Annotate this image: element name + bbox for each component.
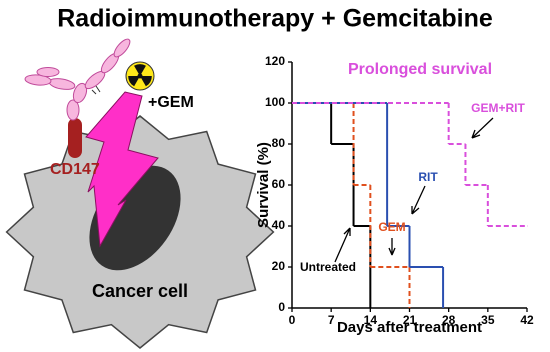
arrow bbox=[411, 185, 426, 215]
series bbox=[292, 102, 527, 227]
x-tick-label: 28 bbox=[442, 313, 456, 327]
arrows bbox=[334, 117, 494, 263]
y-tick-label: 100 bbox=[265, 95, 285, 109]
antibody-part bbox=[48, 78, 76, 90]
antibody-part bbox=[72, 82, 88, 104]
diagram: +GEM CD147 Cancer cell bbox=[5, 38, 275, 349]
x-tick-label: 42 bbox=[520, 313, 534, 327]
trefoil-blade bbox=[140, 75, 152, 87]
series-label: RIT bbox=[418, 170, 438, 184]
x-tick-label: 14 bbox=[364, 313, 378, 327]
antigen-label: CD147 bbox=[50, 161, 100, 178]
title: Radioimmunotherapy + Gemcitabine bbox=[57, 5, 493, 33]
y-tick-label: 120 bbox=[265, 54, 285, 68]
series bbox=[292, 102, 372, 308]
series bbox=[292, 102, 411, 308]
arrow bbox=[471, 117, 494, 139]
trefoil-blade bbox=[134, 64, 146, 76]
series-label: GEM+RIT bbox=[471, 101, 525, 115]
x-axis-title: Days after treatment bbox=[337, 319, 482, 336]
antibody-part bbox=[24, 74, 52, 86]
trefoil-blade bbox=[128, 75, 140, 87]
x-tick-label: 0 bbox=[289, 313, 296, 327]
antibody bbox=[24, 38, 131, 121]
trefoil-center bbox=[137, 73, 143, 79]
y-tick-label: 80 bbox=[272, 136, 286, 150]
antibody-part bbox=[113, 38, 131, 58]
lightning-bolt bbox=[85, 91, 159, 248]
y-tick-label: 20 bbox=[272, 259, 286, 273]
cell-label: Cancer cell bbox=[92, 281, 188, 301]
drug-label: +GEM bbox=[148, 94, 194, 111]
arrow bbox=[334, 227, 351, 263]
x-tick-label: 21 bbox=[403, 313, 417, 327]
series-label: Untreated bbox=[300, 260, 356, 274]
series-label: GEM bbox=[378, 220, 405, 234]
series bbox=[292, 102, 445, 308]
arrow bbox=[388, 238, 396, 256]
y-tick-label: 0 bbox=[278, 300, 285, 314]
x-tick-label: 35 bbox=[481, 313, 495, 327]
y-tick-label: 40 bbox=[272, 218, 286, 232]
y-tick-label: 60 bbox=[272, 177, 286, 191]
trefoil bbox=[128, 64, 152, 87]
cd147-stem bbox=[68, 118, 82, 158]
x-tick-label: 7 bbox=[328, 313, 335, 327]
y-axis-title: Survival (%) bbox=[255, 142, 272, 228]
antibody-part bbox=[66, 99, 80, 121]
antibody-part bbox=[36, 67, 60, 77]
annotation: Prolonged survival bbox=[348, 61, 492, 78]
linker bbox=[91, 85, 101, 95]
